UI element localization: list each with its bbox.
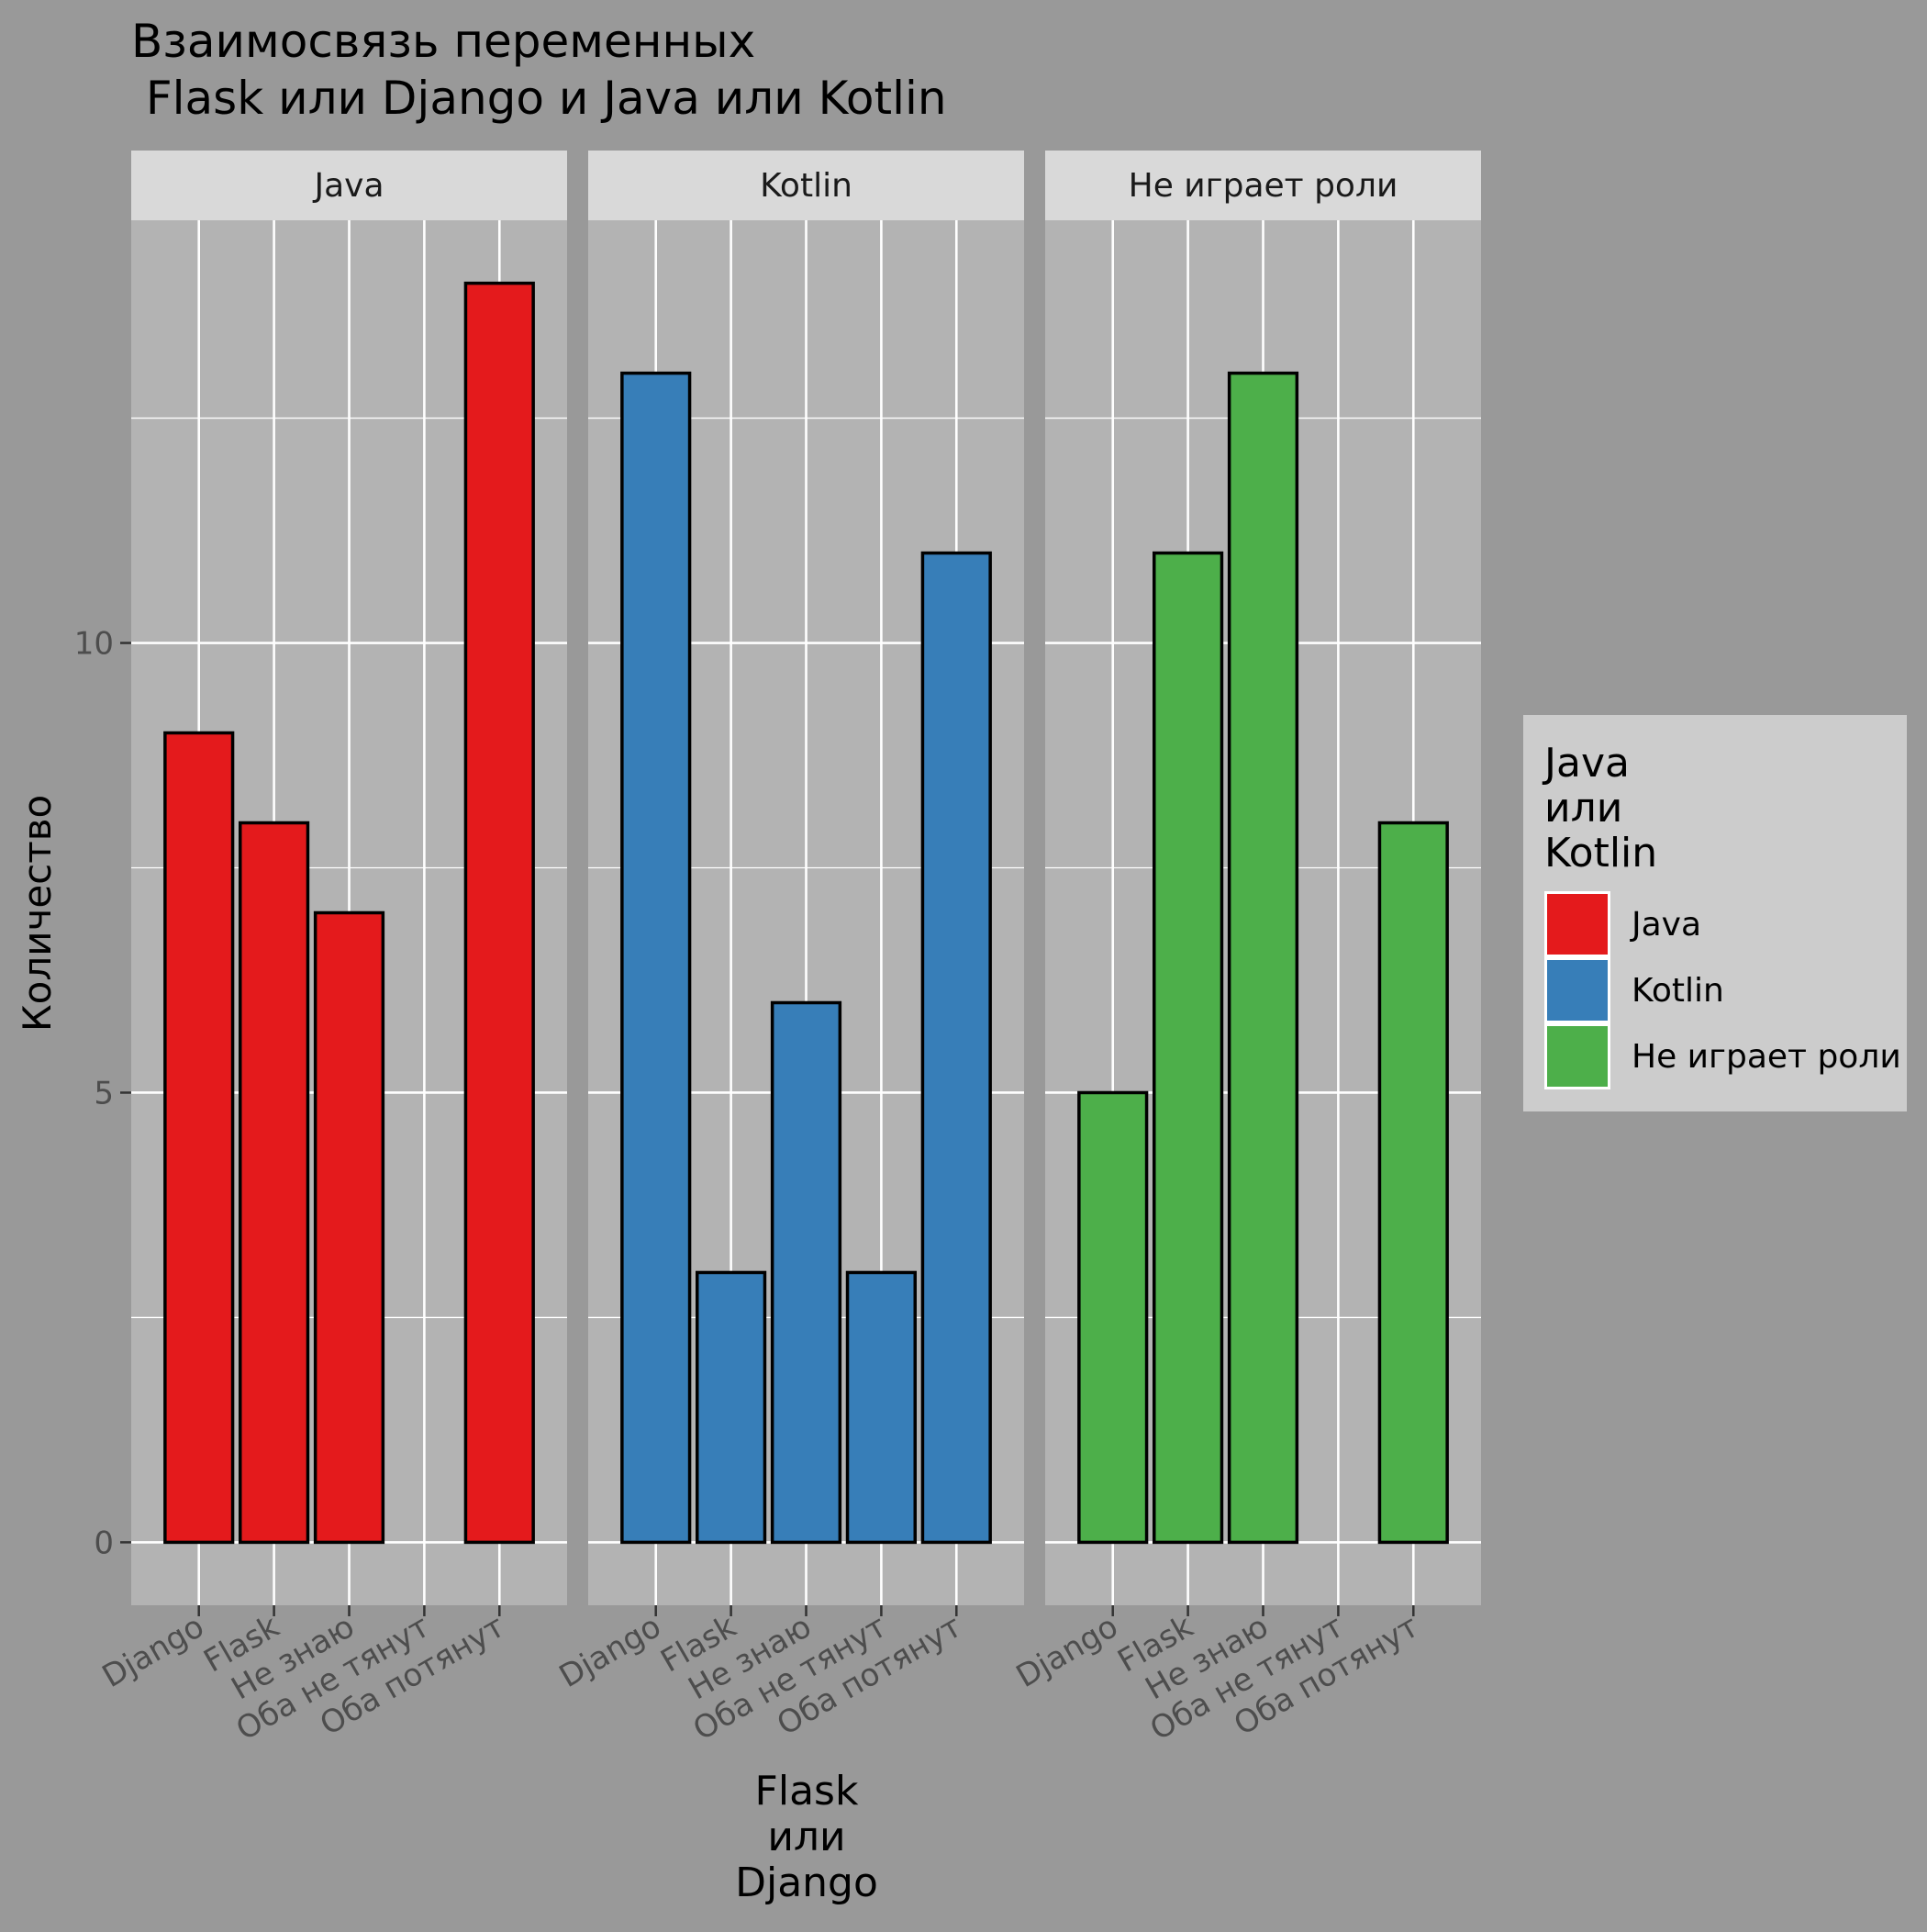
x-axis-label-line-3: Django <box>735 1859 878 1906</box>
bar <box>920 551 992 1545</box>
bar <box>463 281 535 1545</box>
facet-panel: Java <box>131 151 567 1605</box>
bar <box>1227 371 1299 1545</box>
facet-strip <box>588 151 1024 220</box>
bar <box>239 821 310 1545</box>
y-tick-label: 0 <box>94 1524 114 1561</box>
bar <box>313 910 385 1545</box>
chart-title-line-2: Flask или Django и Java или Kotlin <box>131 72 947 125</box>
x-axis-label-line-2: или <box>767 1814 845 1860</box>
facet-panel: Не играет роли <box>1045 151 1481 1605</box>
facet-panels: Java Kotlin Не играет роли <box>131 151 1481 1605</box>
y-tick-label: 10 <box>74 626 114 663</box>
facet-strip-label: Kotlin <box>760 167 852 205</box>
legend: Java или Kotlin Java Kotlin Не играет роли <box>1523 715 1907 1111</box>
facet-strip-label: Не играет роли <box>1129 167 1398 205</box>
legend-swatch <box>1547 1026 1608 1087</box>
x-axis-label-line-1: Flask <box>755 1768 859 1815</box>
bar <box>620 371 692 1545</box>
bar <box>163 731 235 1545</box>
legend-title-line-1: Java <box>1542 740 1630 787</box>
legend-keys: Java Kotlin Не играет роли <box>1544 891 1901 1089</box>
legend-item-label: Kotlin <box>1632 972 1724 1010</box>
chart-title-line-1: Взаимосвязь переменных <box>131 15 755 68</box>
bar <box>1153 551 1224 1545</box>
legend-swatch <box>1547 894 1608 955</box>
legend-item-label: Java <box>1630 906 1701 944</box>
bar <box>770 1000 842 1545</box>
bar <box>845 1270 917 1545</box>
bar <box>1077 1090 1149 1545</box>
legend-title-line-2: или <box>1544 785 1622 832</box>
bar <box>696 1270 767 1545</box>
y-axis-label: Количество <box>15 795 60 1032</box>
facet-strip <box>131 151 567 220</box>
legend-swatch <box>1547 960 1608 1021</box>
facet-strip-label: Java <box>312 167 384 205</box>
x-axis-label: Flask или Django <box>735 1768 878 1906</box>
legend-title-line-3: Kotlin <box>1544 830 1657 877</box>
facet-strip <box>1045 151 1481 220</box>
bar <box>1377 821 1449 1545</box>
legend-item-label: Не играет роли <box>1632 1038 1901 1076</box>
facet-panel: Kotlin <box>588 151 1024 1605</box>
y-tick-label: 5 <box>94 1075 114 1111</box>
